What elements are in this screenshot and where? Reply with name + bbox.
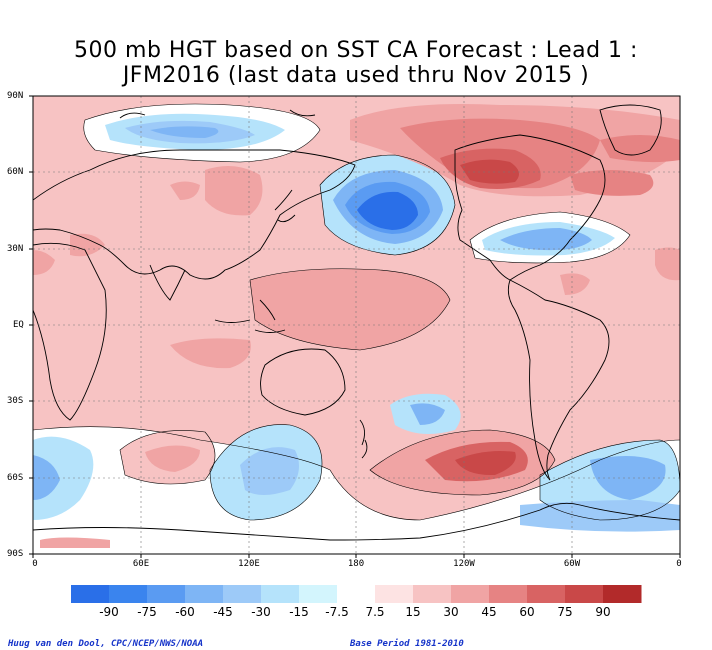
colorbar-label: -45 [213,605,233,619]
atlantic-high [570,170,654,196]
lat-label-60n: 60N [7,167,24,177]
lat-label-60s: 60S [7,473,24,483]
colorbar-label: 15 [405,605,421,619]
colorbar-swatch [337,585,376,603]
lon-label-60e: 60E [132,559,150,569]
lon-label-60w: 60W [563,559,581,569]
lon-label-120e: 120E [238,559,260,569]
lon-label-0-east: 0 [676,559,682,569]
central-asia-high [205,166,263,216]
coastlines [33,104,680,541]
siberian-low-core [150,126,219,138]
south-indian-low-core [240,447,299,495]
east-atlantic-high [655,247,680,281]
colorbar-swatch [489,585,528,603]
south-atlantic-east-low-core [590,456,666,500]
colorbar-swatch [527,585,566,603]
tropical-pacific-high [250,268,450,350]
mediterranean-high [70,233,105,257]
colorbar-swatch [109,585,148,603]
colorbar-swatch [375,585,414,603]
colorbar-label: 90 [595,605,611,619]
lat-label-90n: 90N [7,91,24,101]
lat-label-90s: 90S [7,549,24,559]
colorbar-label: 60 [519,605,535,619]
colorbar-label: 45 [481,605,497,619]
author-credit: Huug van den Dool, CPC/NCEP/NWS/NOAA [8,639,204,649]
colorbar-swatch [603,585,642,603]
colorbar-label: -30 [251,605,271,619]
colorbar-swatch [71,585,110,603]
colorbar-label: -90 [99,605,119,619]
colorbar-swatch [413,585,452,603]
south-indian-high-core [145,445,200,472]
colorbar-swatch [147,585,186,603]
lon-label-180: 180 [347,559,365,569]
map-title-line1: 500 mb HGT based on SST CA Forecast : Le… [74,38,638,63]
tick-marks [29,95,681,558]
colorbar-label: -75 [137,605,157,619]
caribbean-high [560,273,590,295]
africa-high [33,250,55,275]
colorbar-label: 30 [443,605,459,619]
base-period-credit: Base Period 1981-2010 [350,639,464,649]
lat-label-30n: 30N [7,244,24,254]
colorbar-swatch [223,585,262,603]
colorbar-swatch [261,585,300,603]
lat-label-eq: EQ [13,320,24,330]
map-title-line2: JFM2016 (last data used thru Nov 2015 ) [122,63,590,88]
greenland-high [600,135,680,163]
colorbar-label: -15 [289,605,309,619]
south-atlantic-low-core [33,455,60,500]
asia-high-small [170,181,200,200]
south-pacific-high-core [455,451,516,476]
lat-label-30s: 30S [7,396,24,406]
colorbar-label: -7.5 [325,605,349,619]
antarctic-high [40,537,110,548]
indian-ocean-high [170,338,251,369]
colorbar [71,585,642,603]
south-pacific-low-core [410,403,445,425]
canada-high-core [460,159,519,184]
colorbar-swatch [565,585,604,603]
antarctic-low [520,500,680,532]
colorbar-label: -60 [175,605,195,619]
north-america-low-core [500,228,592,251]
colorbar-label: 7.5 [365,605,385,619]
lon-label-120w: 120W [453,559,475,569]
south-atlantic-low [33,436,94,520]
colorbar-swatch [451,585,490,603]
colorbar-label: 75 [557,605,573,619]
lon-label-0: 0 [32,559,38,569]
colorbar-swatch [299,585,338,603]
graticule [33,96,680,554]
colorbar-swatch [185,585,224,603]
map-plot-area [33,96,680,554]
contour-lines [33,103,680,521]
north-pacific-low-core [357,191,418,230]
